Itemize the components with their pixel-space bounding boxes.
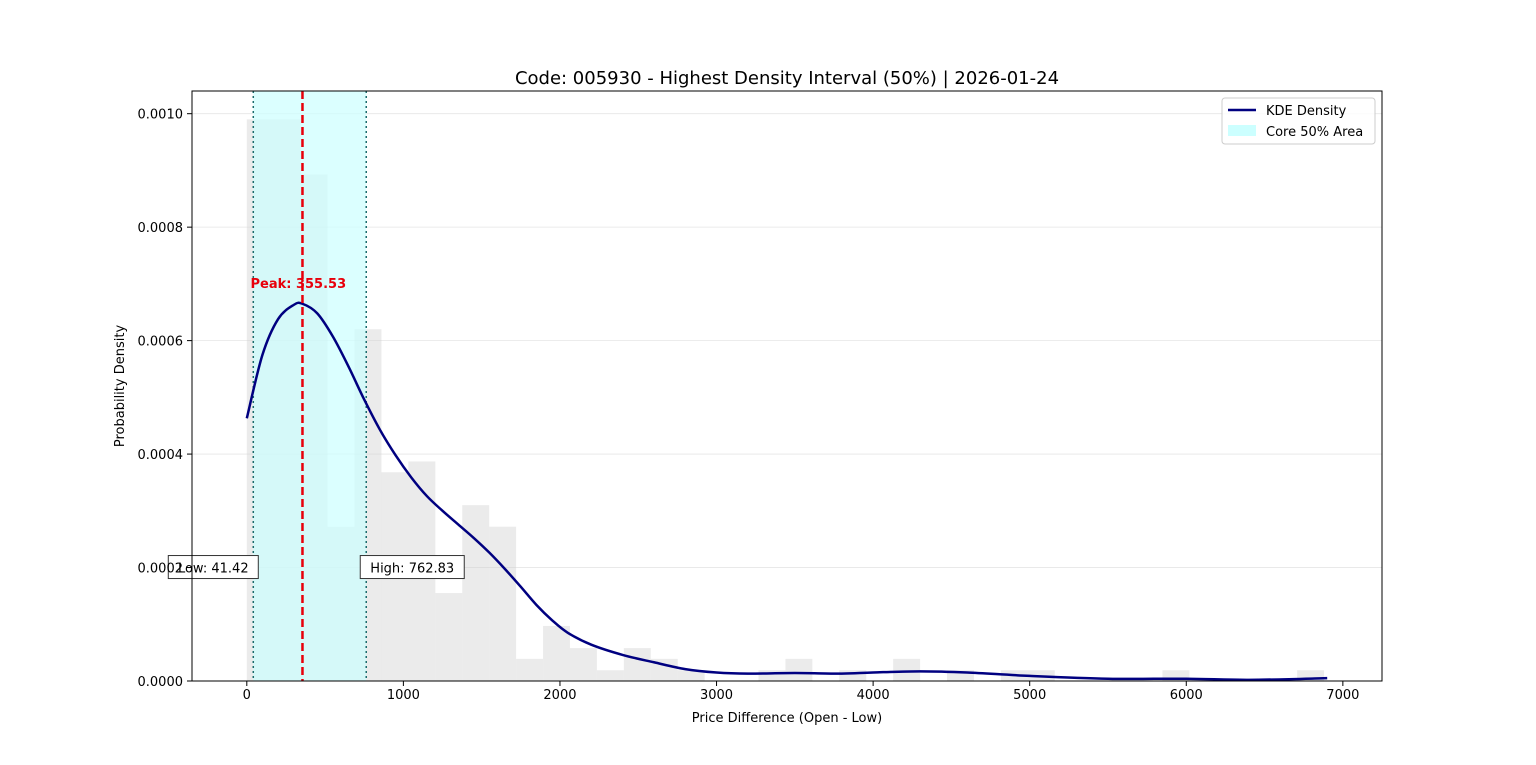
- histogram-bar: [1297, 670, 1325, 681]
- annotations: Peak: 355.53 Low: 41.42 High: 762.83: [167, 277, 465, 580]
- high-label: High: 762.83: [370, 562, 454, 577]
- histogram-bar: [893, 658, 921, 681]
- legend: KDE Density Core 50% Area: [1221, 97, 1376, 145]
- y-tick-label: 0.0006: [138, 335, 184, 350]
- chart-title: Code: 005930 - Highest Density Interval …: [515, 68, 1059, 89]
- y-axis-label: Probability Density: [113, 325, 128, 448]
- y-tick-label: 0.0002: [138, 562, 184, 577]
- legend-box: [1221, 97, 1376, 145]
- histogram-bar: [435, 593, 463, 681]
- legend-kde-label: KDE Density: [1266, 104, 1347, 119]
- y-tick-label: 0.0010: [138, 108, 184, 123]
- histogram-bar: [516, 658, 544, 681]
- histogram-bar: [677, 670, 705, 681]
- x-tick-label: 4000: [857, 688, 890, 703]
- x-axis-label: Price Difference (Open - Low): [692, 711, 882, 726]
- x-tick-label: 5000: [1013, 688, 1046, 703]
- y-axis-ticks: 0.0000 0.0002 0.0004 0.0006 0.0008 0.0010: [138, 108, 192, 690]
- peak-label: Peak: 355.53: [250, 277, 346, 292]
- histogram-bar: [785, 658, 813, 681]
- histogram-bar: [839, 670, 867, 681]
- histogram-bar: [1162, 670, 1190, 681]
- histogram-bar: [489, 526, 517, 681]
- x-tick-label: 0: [243, 688, 251, 703]
- hdi-layer: [252, 91, 367, 681]
- kde-layer: [245, 91, 1328, 682]
- x-tick-label: 6000: [1170, 688, 1203, 703]
- x-axis-ticks: 0 1000 2000 3000 4000 5000 6000 7000: [243, 681, 1359, 703]
- histogram-bar: [569, 648, 597, 681]
- legend-core-swatch: [1228, 125, 1256, 136]
- x-tick-label: 1000: [387, 688, 420, 703]
- histogram-bar: [947, 670, 974, 681]
- low-label-box: [167, 555, 259, 580]
- histogram-bar: [650, 658, 678, 681]
- kde-curve: [245, 301, 1328, 682]
- y-tick-label: 0.0008: [138, 221, 184, 236]
- histogram-bar: [758, 670, 786, 681]
- y-tick-label: 0.0004: [138, 448, 184, 463]
- histogram-bar: [462, 505, 490, 681]
- axes-frame: [191, 90, 1383, 682]
- low-label: Low: 41.42: [178, 562, 249, 577]
- histogram-bar: [596, 670, 624, 681]
- x-tick-label: 2000: [543, 688, 576, 703]
- y-tick-label: 0.0000: [138, 675, 184, 690]
- x-tick-label: 7000: [1326, 688, 1359, 703]
- legend-core-label: Core 50% Area: [1266, 125, 1363, 140]
- x-tick-label: 3000: [700, 688, 733, 703]
- histogram-bar: [543, 625, 570, 681]
- hdi-core-area: [253, 91, 367, 681]
- histogram-bar: [623, 648, 651, 681]
- high-label-box: [359, 555, 465, 580]
